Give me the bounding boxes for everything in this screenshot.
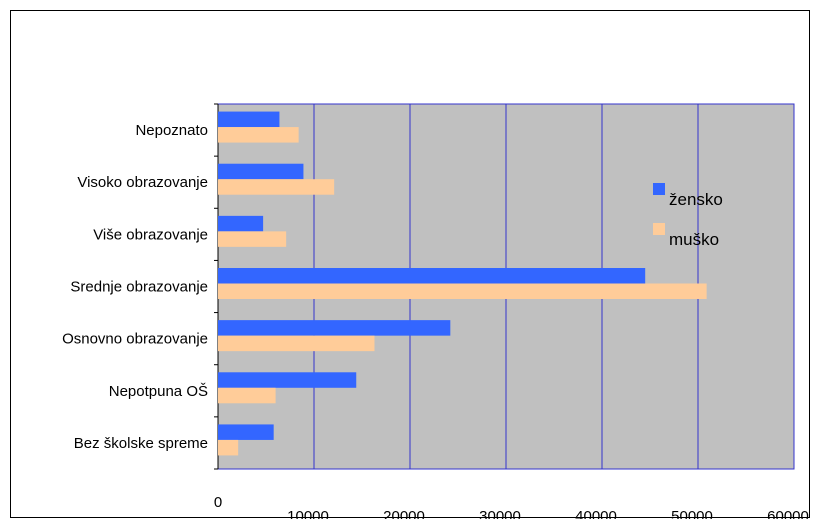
bar-musko [218,231,287,247]
x-tick-label: 20000 [383,508,425,519]
bar-musko [218,439,239,456]
x-tick-label: 50000 [671,508,713,519]
x-tick-label: 60000 [767,508,809,519]
bar-chart: 0 10000 20000 30000 40000 50000 60000 Nepoznato… [62,103,809,519]
category-label: Bez školske spreme [74,435,208,452]
bar-musko [218,387,276,404]
bar-musko [218,283,707,299]
x-tick-label: 10000 [287,508,329,519]
legend-swatch [653,223,665,235]
legend-label: žensko [669,190,723,209]
bar-zensko [218,111,280,128]
bar-musko [218,335,375,352]
legend-label: muško [669,230,719,249]
chart-frame: 0 10000 20000 30000 40000 50000 60000 Nepoznato… [10,10,810,519]
legend-swatch [653,183,665,195]
bar-zensko [218,215,264,232]
category-label: Više obrazovanje [93,226,208,243]
category-label: Osnovno obrazovanje [62,331,208,348]
category-label: Visoko obrazovanje [77,174,208,191]
category-label: Nepoznato [135,122,208,139]
bar-musko [218,127,299,143]
bar-zensko [218,163,304,180]
category-label: Nepotpuna OŠ [109,383,208,400]
bar-zensko [218,424,274,440]
bar-zensko [218,320,451,336]
bar-zensko [218,268,646,284]
bar-musko [218,179,335,195]
x-tick-label: 30000 [479,508,521,519]
x-tick-label: 0 [214,494,222,511]
category-label: Srednje obrazovanje [70,279,208,296]
x-tick-label: 40000 [575,508,617,519]
bar-zensko [218,372,357,388]
